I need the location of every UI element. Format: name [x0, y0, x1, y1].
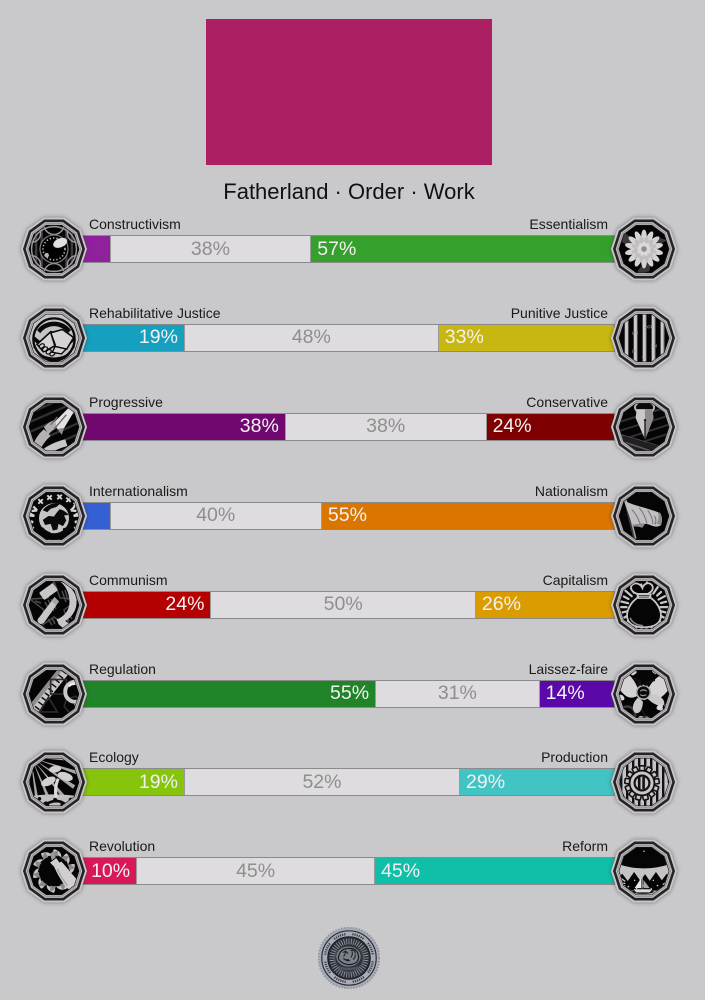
svg-text:XИ: XИ: [650, 344, 657, 350]
svg-text:VI: VI: [642, 355, 647, 361]
svg-text:IX: IX: [632, 348, 638, 354]
svg-text:ИII: ИII: [632, 330, 639, 336]
svg-text:XIII: XIII: [646, 324, 654, 330]
